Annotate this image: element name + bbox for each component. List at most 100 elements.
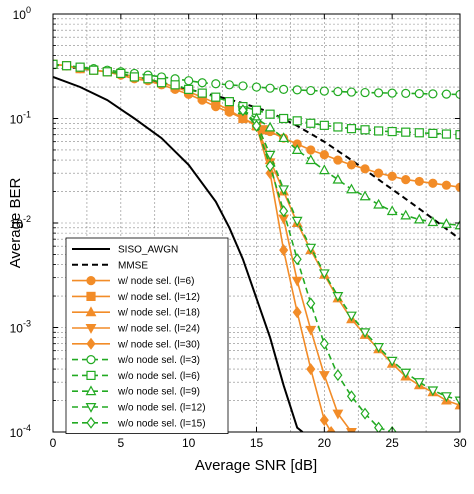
legend-marker <box>86 370 96 380</box>
legend-marker <box>86 291 96 301</box>
data-point-w-o-node-sel-l-9 <box>454 219 460 230</box>
legend-entry: w/ node sel. (l=18) <box>72 306 200 319</box>
data-point-w-o-node-sel-l-15 <box>306 297 316 310</box>
data-point-w-node-sel-l-6 <box>360 164 370 174</box>
data-point-w-node-sel-l-24 <box>305 325 317 336</box>
legend-entry: w/o node sel. (l=12) <box>72 403 206 414</box>
data-point-w-o-node-sel-l-3 <box>346 87 357 97</box>
data-point-w-node-sel-l-18 <box>454 399 460 410</box>
series-w-o-node-sel-l-12 <box>237 106 460 407</box>
data-point-w-o-node-sel-l-3 <box>251 82 262 92</box>
data-point-w-o-node-sel-l-3 <box>387 88 397 98</box>
data-point-w-o-node-sel-l-3 <box>265 83 275 93</box>
data-point-w-node-sel-l-6 <box>319 150 329 160</box>
data-point-w-node-sel-l-6 <box>333 155 343 165</box>
data-point-w-node-sel-l-24 <box>291 276 303 287</box>
x-tick-label: 25 <box>385 436 399 450</box>
legend-label: MMSE <box>118 260 148 271</box>
data-point-w-node-sel-l-24 <box>346 428 357 432</box>
series-line-w-node-sel-l-18 <box>255 125 460 407</box>
data-point-w-node-sel-l-30 <box>292 306 302 319</box>
legend-label: w/ node sel. (l=6) <box>117 276 194 287</box>
data-point-w-o-node-sel-l-6 <box>455 130 460 140</box>
series-w-o-node-sel-l-6 <box>53 59 460 140</box>
data-point-w-o-node-sel-l-3 <box>401 88 411 98</box>
data-point-w-o-node-sel-l-3 <box>292 85 302 95</box>
data-point-w-node-sel-l-24 <box>332 409 344 420</box>
legend-box <box>65 237 229 435</box>
data-point-w-o-node-sel-l-3 <box>184 76 194 86</box>
data-point-w-o-node-sel-l-12 <box>373 343 385 353</box>
data-point-w-o-node-sel-l-15 <box>279 205 289 218</box>
data-point-w-o-node-sel-l-12 <box>278 185 290 196</box>
data-point-w-o-node-sel-l-9 <box>332 173 344 184</box>
legend-entry: SISO_AWGN <box>72 245 178 256</box>
legend-entry: w/o node sel. (l=6) <box>72 370 200 382</box>
legend-label: w/ node sel. (l=12) <box>117 292 200 303</box>
data-point-w-o-node-sel-l-15 <box>319 337 329 350</box>
legend-label: w/o node sel. (l=15) <box>117 418 206 429</box>
data-point-w-o-node-sel-l-6 <box>374 126 384 136</box>
data-point-w-o-node-sel-l-6 <box>116 68 126 79</box>
legend-entry: w/o node sel. (l=3) <box>72 355 200 366</box>
data-point-w-o-node-sel-l-15 <box>360 407 370 420</box>
y-tick-label: 10-3 <box>10 319 31 336</box>
data-point-w-o-node-sel-l-15 <box>333 369 343 382</box>
data-point-w-o-node-sel-l-6 <box>211 92 221 102</box>
data-point-w-node-sel-l-30 <box>306 363 316 376</box>
series-line-siso-awgn <box>53 75 304 432</box>
data-point-w-o-node-sel-l-6 <box>102 67 112 77</box>
data-point-w-o-node-sel-l-6 <box>360 125 370 135</box>
data-point-w-o-node-sel-l-12 <box>359 328 371 339</box>
data-point-w-o-node-sel-l-3 <box>319 86 329 96</box>
data-point-w-o-node-sel-l-6 <box>170 80 180 90</box>
legend-marker <box>85 324 97 334</box>
data-point-w-o-node-sel-l-6 <box>414 128 424 138</box>
legend-marker <box>85 306 97 317</box>
data-point-w-node-sel-l-24 <box>318 371 330 381</box>
data-point-w-node-sel-l-30 <box>279 244 289 257</box>
legend-entry: MMSE <box>72 260 148 271</box>
data-point-w-node-sel-l-6 <box>346 160 357 170</box>
x-tick-label: 15 <box>250 436 264 450</box>
data-point-w-o-node-sel-l-3 <box>197 78 207 88</box>
data-point-w-o-node-sel-l-6 <box>89 65 99 75</box>
data-point-w-node-sel-l-6 <box>401 175 411 185</box>
data-point-w-o-node-sel-l-3 <box>224 80 234 90</box>
legend-label: w/o node sel. (l=9) <box>117 387 200 398</box>
legend-marker <box>86 355 96 365</box>
data-point-w-node-sel-l-6 <box>441 180 452 190</box>
legend-marker <box>85 385 97 396</box>
data-point-w-o-node-sel-l-6 <box>224 97 234 107</box>
legend-entry: w/ node sel. (l=30) <box>72 337 200 350</box>
data-point-w-o-node-sel-l-6 <box>197 88 207 98</box>
data-point-w-o-node-sel-l-3 <box>455 89 460 100</box>
data-point-w-o-node-sel-l-6 <box>156 78 167 88</box>
data-point-w-o-node-sel-l-6 <box>129 72 139 82</box>
y-tick-label: 100 <box>13 5 31 22</box>
legend-label: SISO_AWGN <box>118 245 178 256</box>
data-point-w-o-node-sel-l-15 <box>251 119 262 132</box>
series-layer <box>53 59 460 432</box>
data-point-w-o-node-sel-l-9 <box>400 209 412 220</box>
x-tick-label: 5 <box>117 436 124 450</box>
legend-label: w/o node sel. (l=12) <box>117 403 206 414</box>
legend-entry: w/ node sel. (l=6) <box>72 276 194 287</box>
data-point-w-o-node-sel-l-15 <box>374 421 384 432</box>
data-point-w-o-node-sel-l-6 <box>279 113 289 124</box>
y-axis-label: Average BER <box>7 178 24 269</box>
data-point-w-o-node-sel-l-3 <box>279 84 289 94</box>
data-point-w-o-node-sel-l-3 <box>360 87 370 98</box>
data-point-w-o-node-sel-l-12 <box>427 386 439 397</box>
data-point-w-o-node-sel-l-15 <box>238 104 248 117</box>
data-point-w-o-node-sel-l-6 <box>428 128 438 139</box>
data-point-w-o-node-sel-l-6 <box>184 84 194 94</box>
data-point-w-node-sel-l-30 <box>319 414 329 427</box>
legend-label: w/ node sel. (l=18) <box>117 308 200 319</box>
legend-marker <box>85 403 97 413</box>
x-tick-label: 30 <box>453 436 467 450</box>
x-tick-label: 20 <box>318 436 332 450</box>
data-point-w-o-node-sel-l-3 <box>211 79 221 89</box>
data-point-w-o-node-sel-l-12 <box>454 396 460 407</box>
